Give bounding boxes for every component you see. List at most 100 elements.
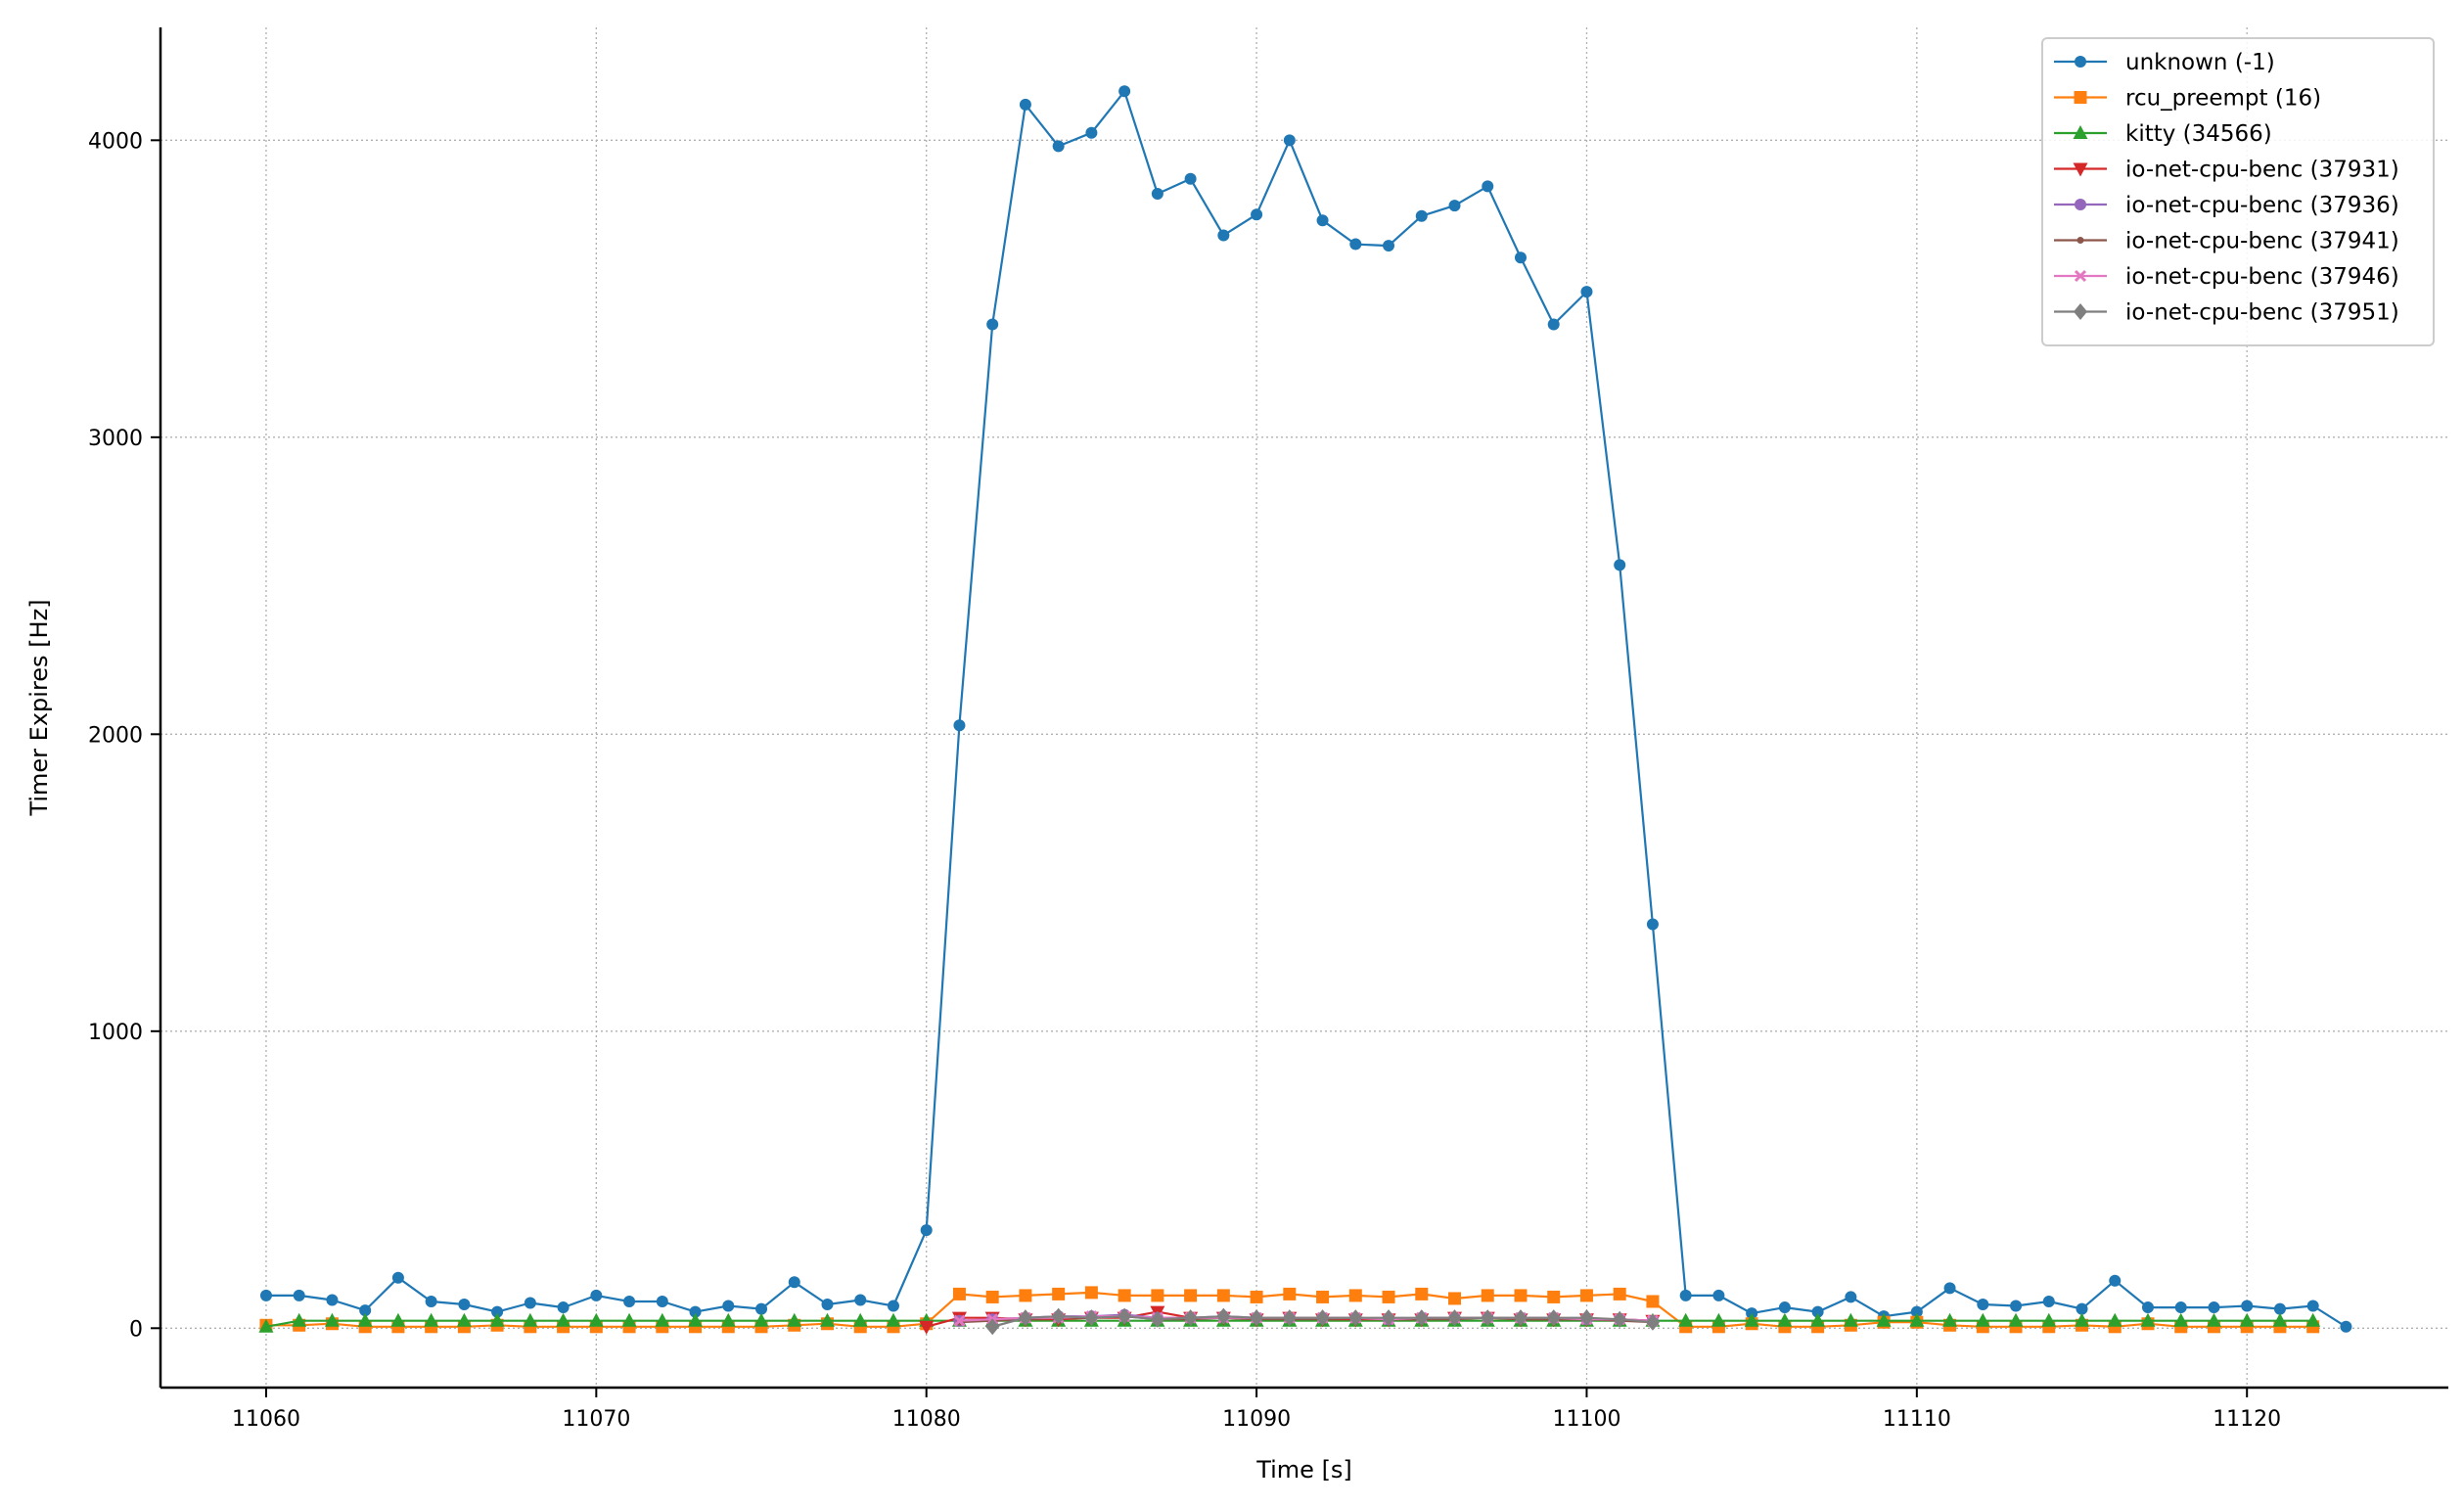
- data-point: [1151, 1289, 1164, 1302]
- data-point: [1283, 134, 1296, 147]
- data-point: [1150, 1310, 1164, 1328]
- data-point: [1382, 1309, 1396, 1327]
- legend-marker: [2075, 199, 2086, 210]
- data-point: [1711, 1312, 1726, 1327]
- data-point: [787, 1312, 802, 1327]
- legend-label: unknown (-1): [2125, 50, 2275, 75]
- data-point: [1679, 1289, 1692, 1301]
- data-point: [2272, 1312, 2288, 1327]
- series-line: [266, 90, 2347, 1328]
- data-point: [1778, 1301, 1791, 1314]
- data-point: [1216, 1307, 1231, 1325]
- legend: unknown (-1) rcu_preempt (16) kitty (34566…: [2041, 37, 2435, 346]
- x-tick-label: 11070: [562, 1407, 630, 1432]
- data-point: [1513, 1309, 1528, 1327]
- data-point: [986, 318, 999, 331]
- y-tick-label: 1000: [88, 1021, 143, 1045]
- x-tick-label: 11060: [232, 1407, 300, 1432]
- data-point: [1283, 1287, 1297, 1301]
- data-point: [2042, 1295, 2055, 1307]
- x-axis-label: Time [s]: [1255, 1456, 1352, 1483]
- data-point: [819, 1312, 835, 1327]
- data-point: [985, 1318, 1000, 1336]
- data-point: [590, 1289, 603, 1301]
- data-point: [1579, 1289, 1593, 1302]
- data-point: [556, 1312, 571, 1327]
- series-0: [259, 85, 2352, 1333]
- data-point: [1811, 1305, 1824, 1318]
- legend-label: io-net-cpu-benc (37951): [2125, 300, 2399, 326]
- data-point: [458, 1299, 471, 1311]
- data-point: [1909, 1312, 1925, 1327]
- data-point: [1645, 1313, 1660, 1331]
- x-tick-label: 11080: [892, 1407, 961, 1432]
- data-point: [2273, 1302, 2286, 1315]
- legend-marker: [2075, 56, 2086, 68]
- data-point: [1216, 1289, 1230, 1302]
- data-point: [2107, 1312, 2122, 1327]
- legend-marker: [2073, 125, 2088, 139]
- data-point: [1614, 559, 1626, 571]
- legend-marker: [2074, 91, 2087, 104]
- data-point: [1546, 1309, 1561, 1327]
- y-tick-label: 0: [129, 1317, 143, 1342]
- legend-label: io-net-cpu-benc (37931): [2125, 158, 2399, 183]
- data-point: [588, 1312, 604, 1327]
- data-point: [1316, 214, 1329, 227]
- data-point: [1251, 208, 1263, 221]
- data-point: [1448, 1292, 1462, 1305]
- data-point: [1514, 1289, 1528, 1302]
- data-point: [1118, 85, 1131, 98]
- data-point: [952, 1287, 966, 1301]
- data-point: [1019, 98, 1031, 111]
- data-point: [1547, 1290, 1561, 1303]
- data-point: [2239, 1312, 2255, 1327]
- legend-marker: [2074, 269, 2087, 283]
- data-point: [425, 1295, 437, 1307]
- legend-label: io-net-cpu-benc (37946): [2125, 264, 2399, 290]
- data-point: [1481, 1309, 1495, 1327]
- data-point: [886, 1312, 901, 1327]
- data-point: [621, 1312, 637, 1327]
- legend-label: io-net-cpu-benc (37941): [2125, 229, 2399, 254]
- data-point: [1085, 126, 1098, 139]
- data-point: [656, 1295, 668, 1307]
- data-point: [489, 1312, 505, 1327]
- data-point: [2076, 1302, 2088, 1315]
- data-point: [1482, 180, 1494, 193]
- data-point: [1975, 1312, 1990, 1327]
- data-point: [1151, 187, 1164, 200]
- y-tick-label: 2000: [88, 723, 143, 748]
- data-point: [491, 1305, 504, 1318]
- axes: 11060 11070 11080 11090 11100 11110 11120 0 1000…: [88, 27, 2448, 1432]
- y-axis-label: Timer Expires [Hz]: [25, 599, 53, 816]
- data-point: [523, 1312, 538, 1327]
- data-point: [1052, 140, 1065, 153]
- data-point: [2041, 1312, 2057, 1327]
- data-point: [1415, 1287, 1429, 1301]
- data-point: [1514, 251, 1527, 264]
- data-point: [1282, 1309, 1297, 1327]
- x-tick-label: 11110: [1883, 1407, 1951, 1432]
- data-point: [919, 1320, 935, 1335]
- data-point: [326, 1294, 339, 1306]
- data-point: [524, 1297, 536, 1309]
- series-7: [985, 1307, 1660, 1336]
- y-tick-label: 4000: [88, 129, 143, 154]
- x-tick-label: 11090: [1222, 1407, 1291, 1432]
- legend-box: [2041, 37, 2435, 346]
- data-point: [920, 1224, 933, 1237]
- x-tick-label: 11120: [2213, 1407, 2281, 1432]
- data-point: [1744, 1312, 1759, 1327]
- data-point: [1414, 1309, 1429, 1327]
- data-point: [1876, 1312, 1892, 1327]
- data-point: [293, 1289, 305, 1301]
- data-point: [2140, 1312, 2156, 1327]
- data-point: [821, 1299, 834, 1311]
- data-point: [1942, 1312, 1958, 1327]
- data-point: [854, 1294, 867, 1306]
- data-point: [1183, 1309, 1198, 1327]
- data-point: [292, 1312, 307, 1327]
- series-group: [258, 85, 2352, 1336]
- data-point: [788, 1276, 800, 1289]
